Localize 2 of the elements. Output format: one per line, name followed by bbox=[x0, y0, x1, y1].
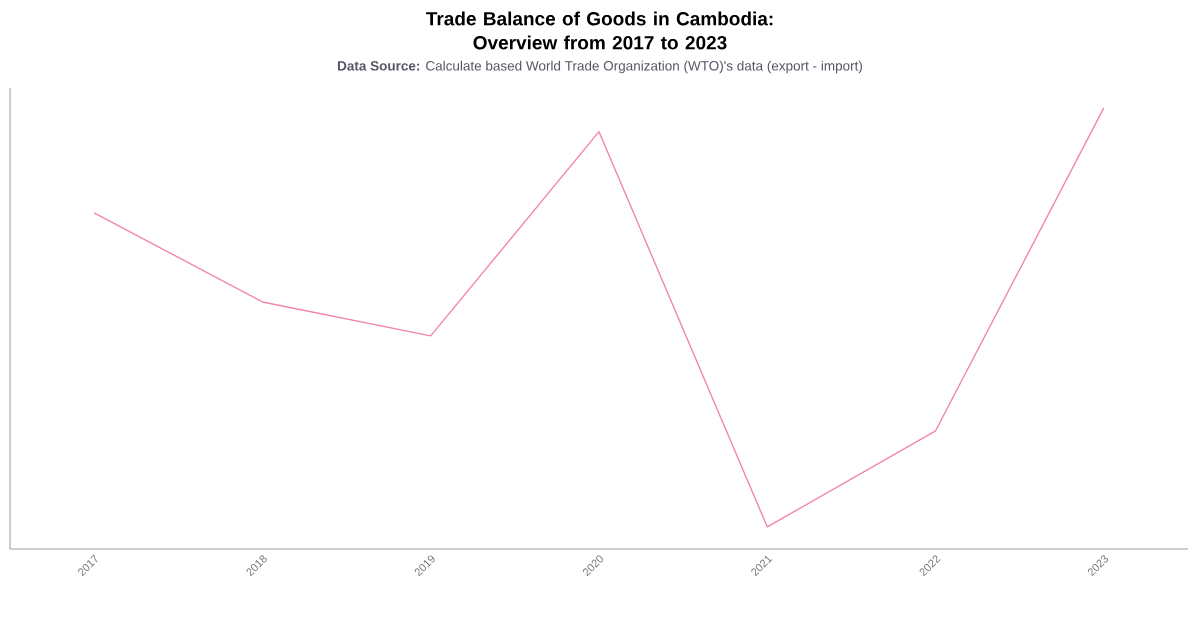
chart-title: Trade Balance of Goods in Cambodia: Overview from 2017 to 2023 bbox=[426, 11, 773, 50]
chart-subtitle: Data Source: Calculate based World Trade Organization (WTO)'s data (export - import) bbox=[338, 60, 862, 74]
